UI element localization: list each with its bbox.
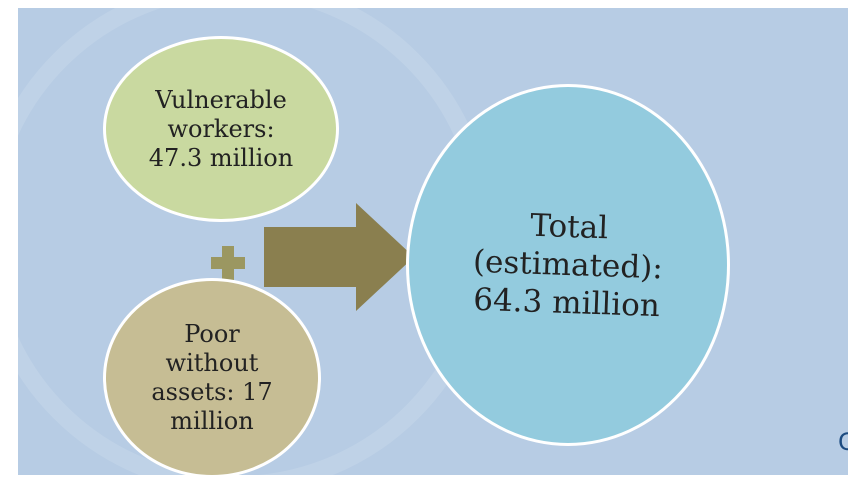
total-line-3: 64.3 million: [472, 281, 661, 325]
vulnerable-line-1: Vulnerable: [155, 85, 287, 114]
poor-line-4: million: [170, 407, 254, 435]
vulnerable-line-2: workers:: [167, 114, 275, 143]
poor-line-1: Poor: [184, 320, 240, 348]
poor-line-2: without: [165, 349, 259, 377]
poor-without-assets-circle: Poor without assets: 17 million: [103, 278, 321, 478]
poor-line-3: assets: 17: [151, 378, 273, 406]
total-line-1: Total: [529, 207, 609, 247]
total-estimated-circle: Total (estimated): 64.3 million: [406, 84, 730, 446]
edge-glyph: C: [838, 428, 848, 456]
vulnerable-workers-circle: Vulnerable workers: 47.3 million: [103, 36, 339, 222]
plus-icon-bar: [211, 257, 245, 269]
vulnerable-line-3: 47.3 million: [148, 143, 294, 172]
total-line-2: (estimated):: [472, 243, 664, 287]
right-arrow-icon: [264, 203, 414, 311]
